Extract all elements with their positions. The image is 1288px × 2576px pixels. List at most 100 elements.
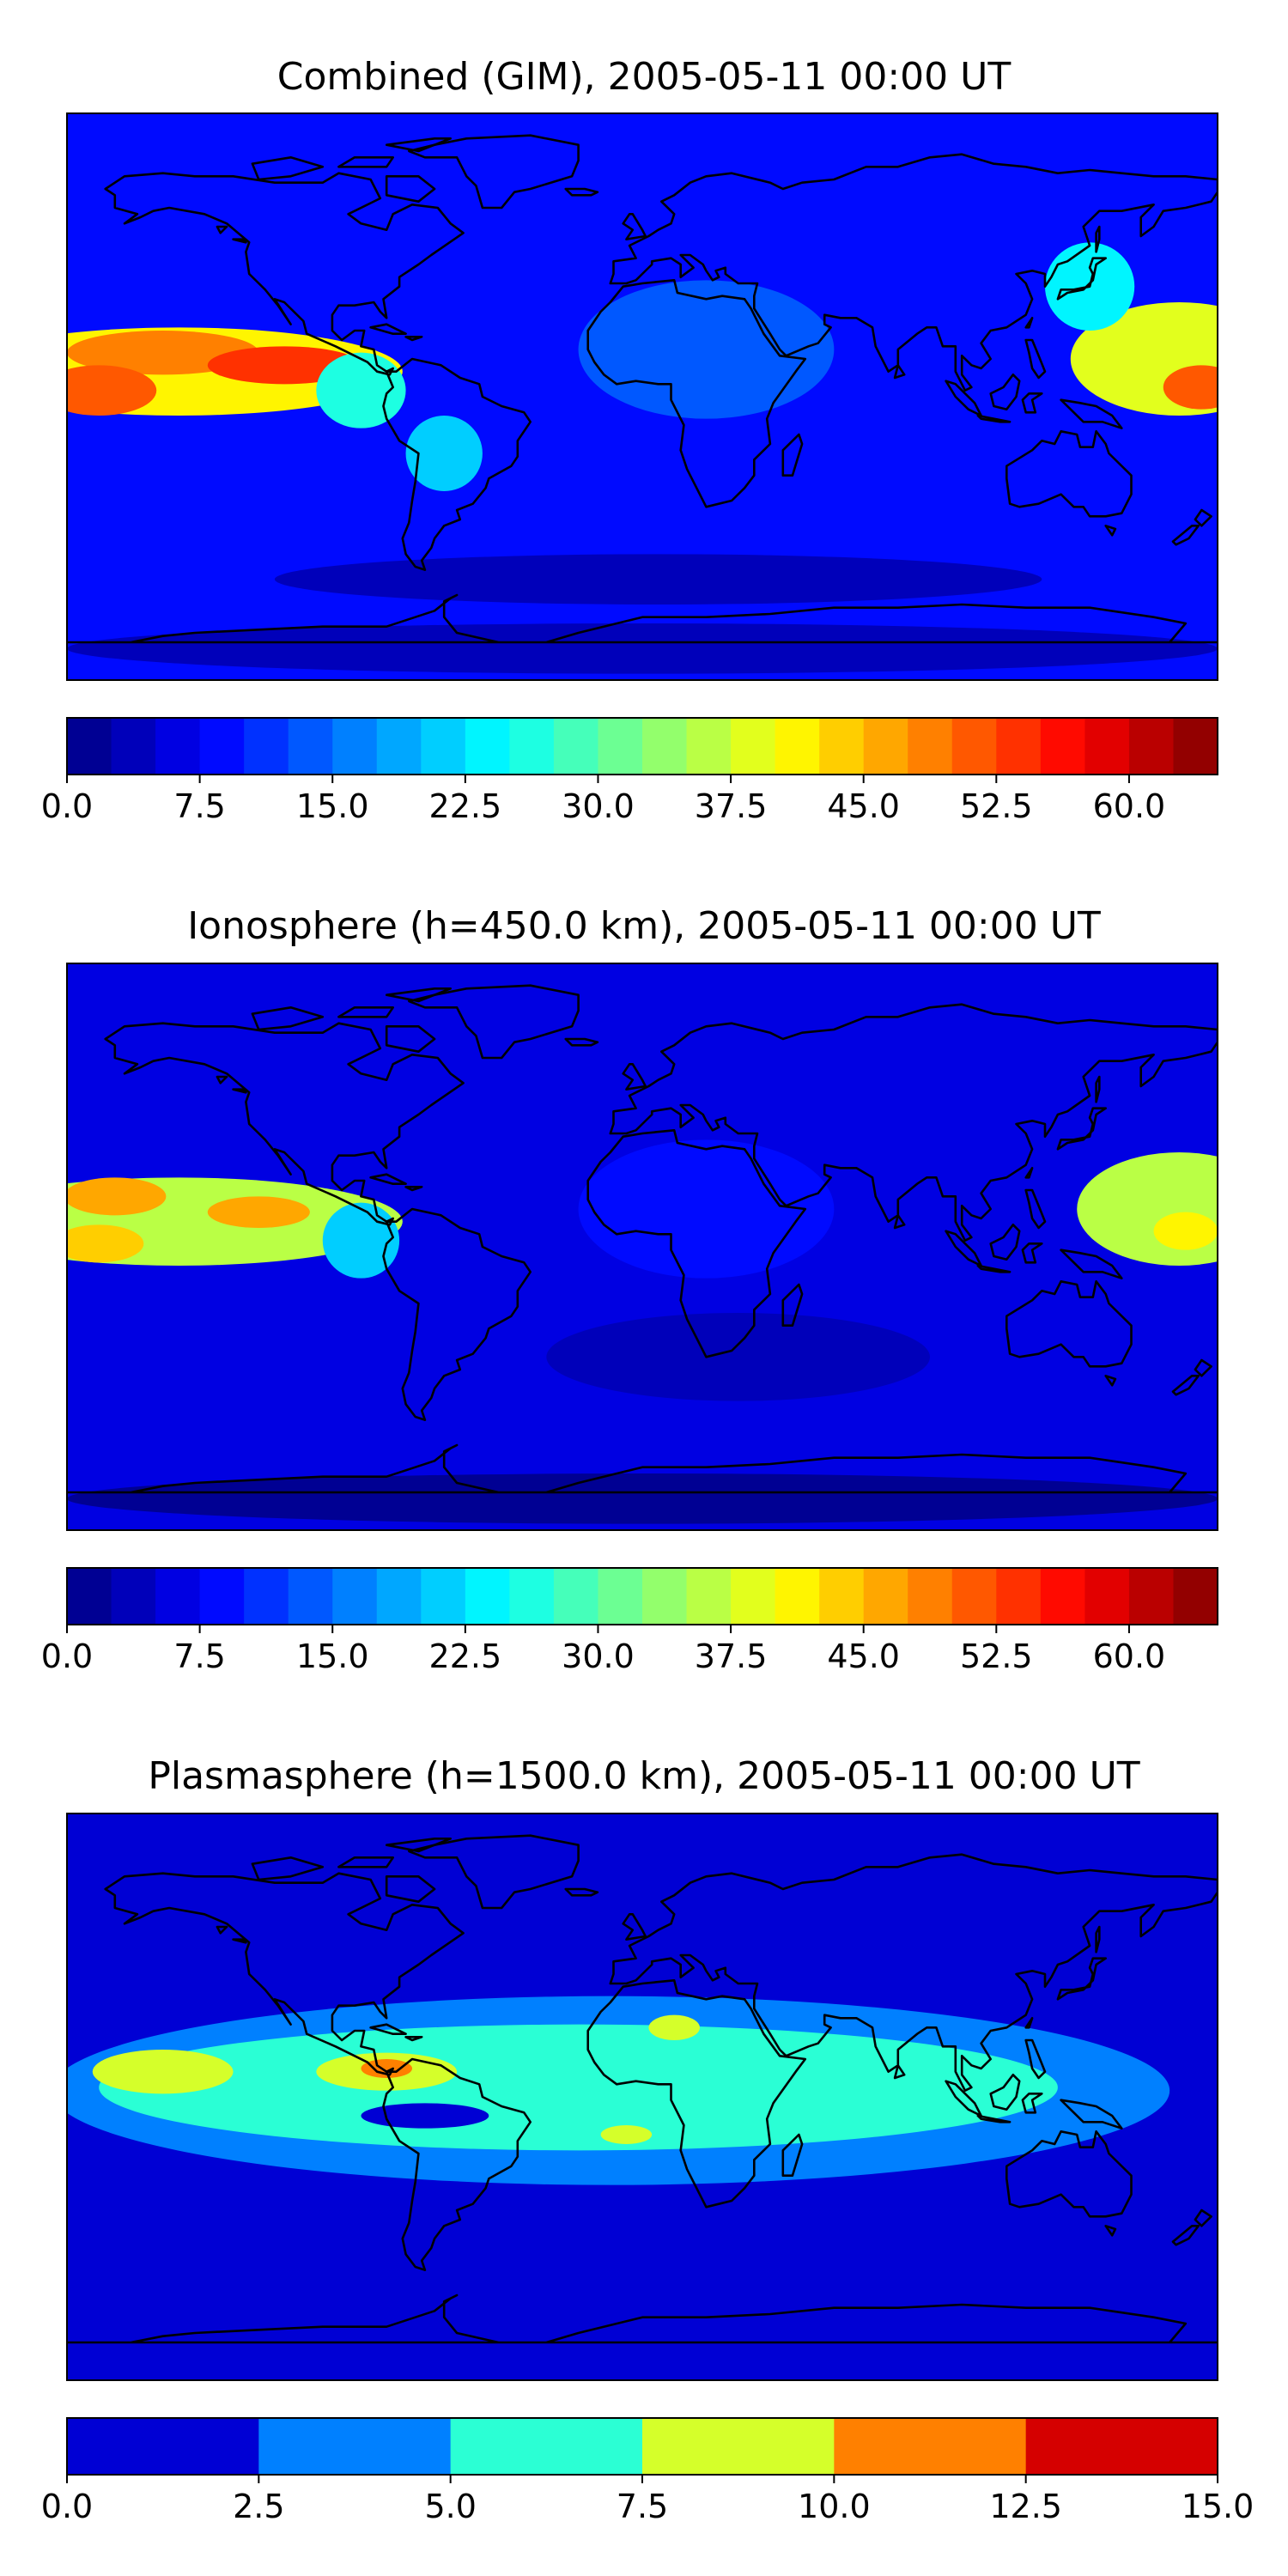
panel-ionosphere: Ionosphere (h=450.0 km), 2005-05-11 00:0… [41,904,1218,1675]
coastline [1171,525,1200,546]
colorbar-segment [1173,718,1218,775]
coastline [251,1856,325,1881]
contour-region [578,1139,835,1279]
coastline [1060,1249,1123,1279]
coastline [781,2133,804,2177]
colorbar-frame [66,717,1218,775]
coastline [1024,1188,1047,1230]
coastline [564,1037,599,1047]
coastline [1024,1167,1034,1179]
colorbar-segment [199,1568,245,1625]
colorbar-tick-label: 15.0 [296,1637,369,1675]
coastline [1005,1280,1133,1368]
colorbar-segment [598,1568,643,1625]
colorbar-segment [376,1568,422,1625]
coastline [1021,1242,1043,1264]
coastline [1060,398,1123,429]
ionosphere-map [66,112,1218,681]
colorbar-tick-label: 37.5 [695,1637,768,1675]
colorbar-segment [509,718,555,775]
contour-region [67,1473,1218,1524]
coastline [976,1264,1012,1273]
contour-region [405,416,483,491]
colorbar-segment [155,1568,201,1625]
coastline [1171,1375,1200,1396]
contour-region [67,1177,167,1216]
colorbar-segment [996,718,1042,775]
colorbar-segment [155,718,201,775]
map-frame [66,112,1218,681]
colorbar-segment [1025,2418,1218,2475]
coastline [586,1129,807,1358]
colorbar-segment [819,718,865,775]
colorbar-segment [1040,718,1085,775]
coastline [1056,1957,1107,2001]
colorbar: 0.0 7.5 15.0 22.5 30.0 37.5 45.0 52.5 60.0 [41,717,1218,825]
colorbar-segment [775,1568,820,1625]
coastline [1024,2017,1034,2029]
coastline [216,1925,228,1935]
coastline [382,357,532,571]
coastline [1056,1107,1107,1151]
colorbar-segment [332,1568,378,1625]
coastline [104,1872,465,2076]
colorbar-segment [1084,1568,1130,1625]
coastline [1021,392,1043,414]
coastline [404,2036,423,2042]
colorbar-tick-label: 15.0 [296,787,369,825]
coastline [408,134,580,210]
colorbar-tick-label: 45.0 [827,1637,900,1675]
colorbar-segment [244,718,289,775]
colorbar-segment [111,718,156,775]
panel-title: Combined (GIM), 2005-05-11 00:00 UT [277,55,1012,99]
colorbar-tick-label: 0.0 [41,1637,93,1675]
colorbar-segment [863,1568,908,1625]
colorbar-segment [553,718,599,775]
coastline [251,156,325,181]
colorbar-segment [199,718,245,775]
contour-region [67,1224,144,1263]
colorbar-tick-label: 52.5 [960,787,1033,825]
map-field [67,963,1218,1530]
contour-region [99,2024,1058,2151]
coastline [232,238,247,244]
colorbar-segment [1128,718,1175,775]
colorbar-tick-label: 60.0 [1093,1637,1166,1675]
coastline [893,2064,906,2080]
coastline [1060,2099,1123,2129]
coastline [67,593,1218,644]
coastline [893,1214,906,1230]
colorbar-segment [642,718,688,775]
colorbar-segment [258,2418,452,2475]
colorbar-tick-label: 52.5 [960,1637,1033,1675]
coastline [251,1006,325,1031]
coastline [369,323,407,335]
colorbar-segment [642,2418,835,2475]
colorbar-segment [834,2418,1027,2475]
colorbar-segment [951,1568,997,1625]
contour-region [67,623,1218,674]
colorbar-segment [244,1568,289,1625]
coastline [1194,508,1212,527]
coastline [1024,317,1034,329]
colorbar-segment [951,718,997,775]
colorbar-segment [1040,1568,1085,1625]
contour-region [361,2059,412,2078]
colorbar-segment [67,718,112,775]
coastline [385,175,436,203]
colorbar-segment [908,1568,953,1625]
coastline [564,187,599,197]
contour-region [92,2050,234,2094]
colorbar-tick-label: 22.5 [429,1637,502,1675]
colorbar-segment [465,1568,510,1625]
coastline [385,137,452,153]
coastline [1104,1375,1117,1387]
contour-region [361,2103,489,2129]
colorbar-segment [553,1568,599,1625]
coastline [609,1003,1218,1242]
coastline [382,1207,532,1421]
coastline [1024,2038,1047,2080]
coastline [232,1938,247,1944]
colorbar-tick-label: 7.5 [617,2488,668,2525]
